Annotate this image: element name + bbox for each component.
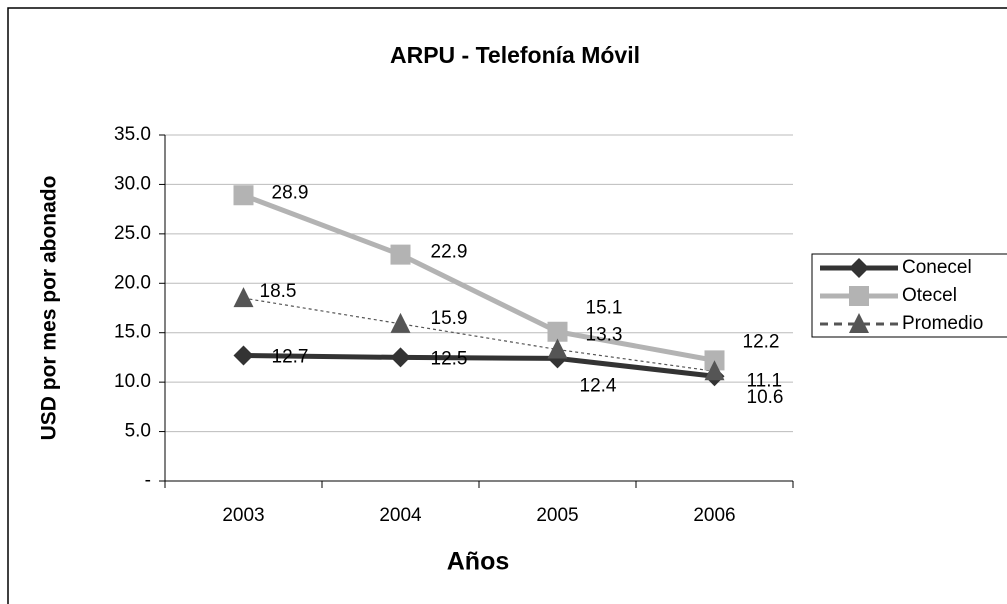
data-label: 15.1 — [586, 298, 623, 319]
x-tick-label: 2003 — [222, 505, 264, 526]
data-label: 11.1 — [747, 370, 783, 391]
data-label: 15.9 — [431, 308, 468, 329]
y-tick-label: 20.0 — [114, 272, 151, 293]
data-point — [390, 347, 411, 368]
series-line — [242, 192, 715, 363]
data-label: 12.4 — [580, 375, 617, 396]
data-label: 13.3 — [586, 325, 623, 346]
data-point — [547, 321, 568, 342]
y-axis-label: USD por mes por abonado — [38, 176, 61, 441]
data-label: 18.5 — [260, 281, 297, 302]
y-tick-label: 30.0 — [114, 173, 151, 194]
y-tick-label: 25.0 — [114, 223, 151, 244]
data-point — [233, 185, 254, 206]
data-point — [390, 244, 411, 265]
x-tick-label: 2006 — [693, 505, 735, 526]
legend-label: Promedio — [902, 313, 983, 334]
data-label: 12.5 — [431, 348, 468, 369]
data-label: 12.2 — [743, 331, 780, 352]
data-point — [704, 360, 725, 381]
data-point — [233, 345, 254, 366]
data-point — [390, 312, 411, 333]
data-label: 12.7 — [272, 346, 309, 367]
y-tick-label: 15.0 — [114, 322, 151, 343]
legend-marker — [849, 258, 869, 278]
series-line — [243, 297, 715, 372]
chart-title: ARPU - Telefonía Móvil — [390, 42, 640, 68]
y-tick-label: - — [145, 470, 151, 491]
x-tick-label: 2004 — [379, 505, 422, 526]
y-tick-label: 10.0 — [114, 371, 151, 392]
x-tick-label: 2005 — [536, 505, 578, 526]
data-point — [233, 287, 254, 308]
data-label: 22.9 — [431, 242, 468, 263]
legend-marker — [849, 313, 869, 333]
data-label: 28.9 — [272, 182, 309, 203]
series-line — [243, 352, 715, 379]
legend-marker — [849, 286, 869, 306]
data-label: 10.6 — [747, 387, 784, 408]
legend-label: Otecel — [902, 285, 957, 306]
y-tick-label: 5.0 — [125, 421, 151, 442]
y-tick-label: 35.0 — [114, 124, 151, 145]
data-point — [547, 338, 568, 359]
x-axis-label: Años — [447, 548, 510, 576]
legend-label: Conecel — [902, 257, 972, 278]
